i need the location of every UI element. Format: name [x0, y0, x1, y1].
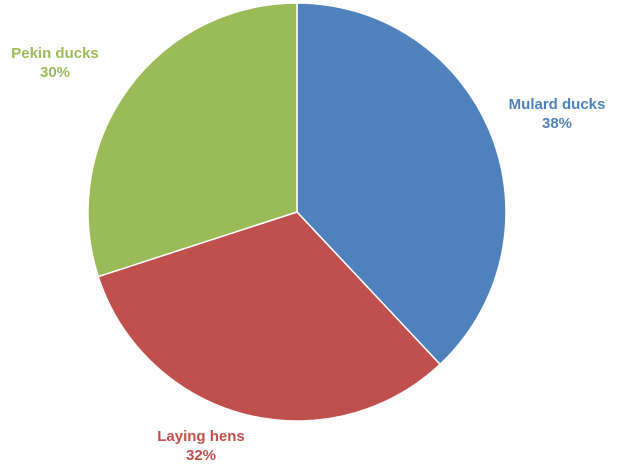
data-label-pekin-ducks-name: Pekin ducks [11, 45, 99, 62]
data-label-mulard-ducks-percent: 38% [541, 115, 573, 132]
data-label-pekin-ducks: Pekin ducks 30% [0, 44, 110, 82]
pie-slice-laying-hens [97, 211, 442, 422]
data-label-laying-hens-percent: 32% [185, 447, 217, 464]
pie-slice-pekin-ducks [87, 2, 298, 278]
data-label-mulard-ducks-name: Mulard ducks [508, 96, 606, 113]
data-label-mulard-ducks: Mulard ducks 38% [501, 95, 613, 133]
data-label-laying-hens-name: Laying hens [157, 428, 245, 445]
data-label-pekin-ducks-percent: 30% [39, 64, 71, 81]
pie-slice-mulard-ducks [296, 2, 507, 366]
data-label-laying-hens: Laying hens 32% [146, 427, 256, 465]
